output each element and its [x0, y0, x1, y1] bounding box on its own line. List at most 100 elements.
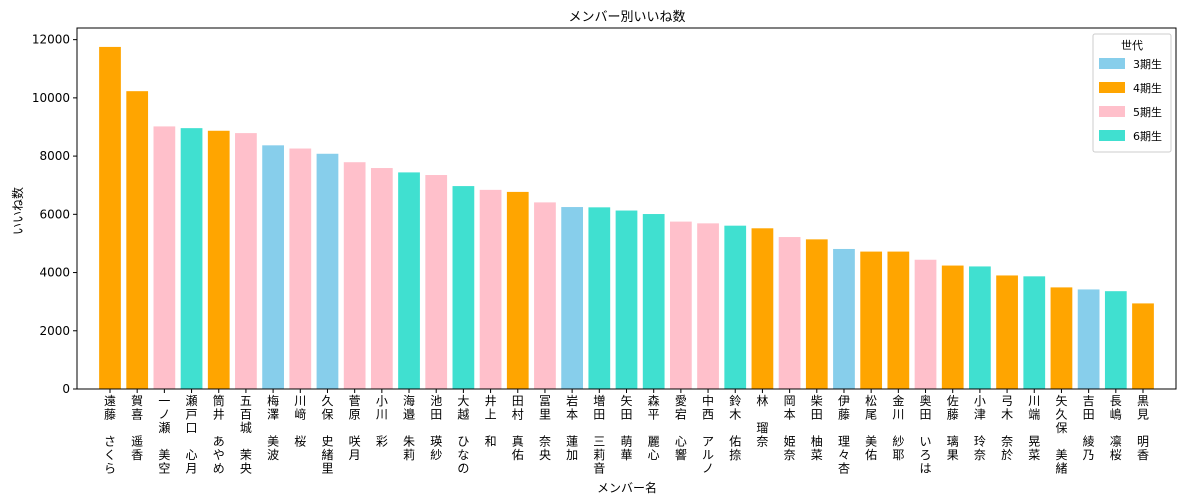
bars-group	[99, 46, 1154, 390]
x-tick-label: 筒井あやめ	[213, 393, 225, 476]
x-tick-label: 冨里奈央	[539, 394, 551, 462]
bar	[860, 251, 883, 389]
bar	[697, 223, 719, 389]
bar	[534, 202, 556, 389]
bar	[1023, 276, 1046, 389]
y-tick-label: 10000	[32, 91, 70, 105]
bar	[969, 266, 991, 389]
bar	[1104, 291, 1127, 389]
bar	[778, 237, 801, 389]
bar	[914, 259, 937, 389]
y-tick-label: 4000	[39, 266, 70, 280]
y-tick-label: 12000	[32, 33, 70, 47]
bar	[343, 162, 366, 389]
legend-label: 5期生	[1133, 105, 1162, 119]
legend-label: 6期生	[1133, 129, 1162, 143]
bar	[751, 228, 774, 389]
x-tick-label: 賀喜遥香	[131, 394, 143, 462]
bar	[1050, 287, 1073, 389]
x-tick-label: 梅澤美波	[267, 393, 279, 462]
legend: 世代 3期生 4期生 5期生 6期生	[1092, 33, 1172, 153]
x-tick-label: 黒見明香	[1137, 394, 1149, 462]
bar	[833, 248, 855, 389]
y-axis: 0 2000 4000 6000 8000 10000 12000	[32, 33, 77, 396]
x-tick-label: 池田瑛紗	[430, 394, 442, 462]
legend-label: 3期生	[1133, 57, 1162, 71]
bar	[805, 239, 828, 389]
x-tick-label: 小川彩	[376, 394, 388, 449]
x-tick-label: 一ノ瀬美空	[158, 394, 170, 476]
x-tick-label: 大越ひなの	[457, 394, 469, 476]
x-tick-label: 菅原咲月	[349, 394, 361, 462]
bar	[180, 128, 203, 390]
x-tick-label: 岡本姫奈	[784, 394, 796, 462]
legend-swatch	[1099, 82, 1125, 93]
bar	[316, 153, 339, 389]
bar	[941, 265, 964, 389]
x-tick-label: 伊藤理々杏	[838, 394, 850, 476]
x-tick-label: 遠藤さくら	[104, 394, 116, 476]
x-tick-label: 長嶋凛桜	[1110, 394, 1122, 462]
x-tick-label: 松尾美佑	[865, 394, 877, 462]
y-tick-label: 8000	[39, 149, 70, 163]
x-tick-label: 金川紗耶	[892, 393, 904, 462]
bar	[126, 91, 149, 390]
bar	[642, 214, 665, 389]
bar	[289, 148, 312, 389]
legend-swatch	[1099, 58, 1125, 69]
chart-title: メンバー別いいね数	[568, 10, 685, 25]
bar	[425, 175, 448, 389]
bar	[153, 126, 176, 389]
bar	[207, 130, 230, 389]
x-tick-label: 中西アルノ	[702, 393, 714, 476]
x-tick-label: 矢久保美緒	[1055, 394, 1067, 476]
x-tick-label: 海邉朱莉	[403, 393, 415, 462]
bar	[1077, 289, 1100, 389]
bar	[561, 207, 584, 389]
x-tick-label: 弓木奈於	[1001, 394, 1013, 462]
legend-swatch	[1099, 130, 1125, 141]
x-tick-label: 林瑠奈	[756, 394, 768, 449]
x-tick-label: 森平麗心	[648, 393, 660, 462]
x-tick-label: 矢田萌華	[620, 394, 632, 462]
x-tick-label: 鈴木佑捺	[729, 393, 741, 462]
x-tick-label: 柴田柚菜	[811, 394, 823, 462]
bar	[887, 251, 910, 389]
bar	[615, 210, 638, 389]
x-tick-label: 久保史緒里	[321, 394, 333, 476]
bar	[1132, 303, 1154, 389]
x-axis-title: メンバー名	[597, 480, 657, 495]
bar	[235, 133, 257, 389]
x-tick-label: 井上和	[485, 394, 497, 449]
bar	[370, 168, 393, 389]
legend-title: 世代	[1121, 39, 1143, 52]
x-tick-label: 吉田綾乃	[1083, 394, 1095, 462]
x-tick-label: 瀬戸口心月	[186, 394, 198, 476]
bar	[262, 145, 284, 389]
y-axis-title: いいね数	[10, 187, 25, 235]
y-tick-label: 6000	[39, 207, 70, 221]
x-axis: 遠藤さくら 賀喜遥香 一ノ瀬美空 瀬戸口心月 筒井あやめ 五百城茉央 梅澤美波 川﨑桜 久保史緒…	[104, 389, 1149, 476]
bar	[99, 46, 121, 389]
x-tick-label: 小津玲奈	[974, 394, 986, 462]
legend-swatch	[1099, 106, 1125, 117]
bar	[996, 275, 1018, 389]
x-tick-label: 佐藤璃果	[947, 394, 959, 462]
bar	[479, 189, 502, 389]
bar	[506, 191, 529, 389]
bar	[452, 186, 475, 389]
x-tick-label: 川端晃菜	[1028, 394, 1040, 462]
x-tick-label: 奥田いろは	[920, 394, 932, 476]
plot-frame	[76, 27, 1177, 390]
bar	[669, 221, 692, 389]
x-tick-label: 五百城茉央	[240, 394, 252, 476]
bar	[398, 172, 420, 389]
x-tick-label: 増田三莉音	[593, 394, 605, 476]
x-tick-label: 田村真佑	[512, 394, 524, 462]
x-tick-label: 川﨑桜	[294, 394, 306, 449]
bar	[724, 225, 747, 389]
bar	[588, 207, 611, 389]
x-tick-label: 岩本蓮加	[566, 393, 578, 462]
